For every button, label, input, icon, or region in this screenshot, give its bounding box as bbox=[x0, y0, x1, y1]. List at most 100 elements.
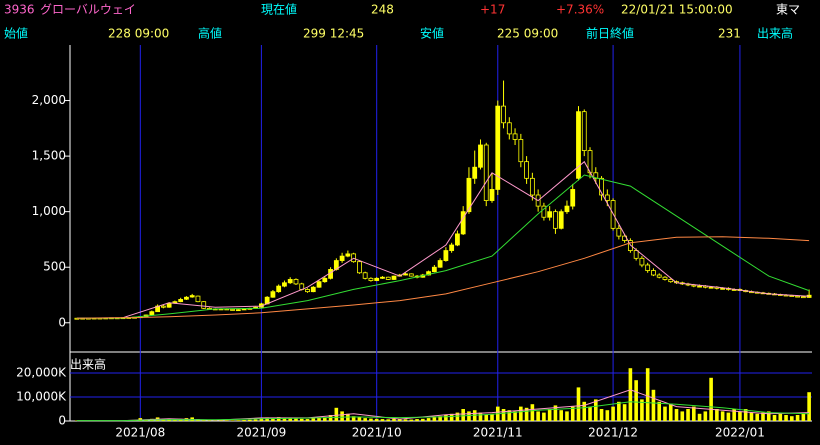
candle-body bbox=[270, 291, 276, 298]
volume-bar bbox=[559, 410, 563, 421]
volume-bar bbox=[392, 418, 396, 421]
volume-bar bbox=[403, 419, 408, 421]
label: 高値 bbox=[198, 26, 222, 41]
candle-body bbox=[149, 311, 155, 316]
volume-bar bbox=[311, 418, 316, 421]
candle-body bbox=[645, 264, 651, 271]
volume-bar bbox=[397, 419, 402, 421]
volume-bar bbox=[542, 412, 546, 421]
volume-bar bbox=[224, 420, 229, 421]
candle-body bbox=[599, 177, 604, 196]
y-tick-label: 20,000K bbox=[16, 366, 67, 380]
volume-bar bbox=[219, 420, 223, 421]
volume-bar bbox=[380, 419, 385, 421]
candle-body bbox=[403, 273, 408, 276]
value: 299 12:45 bbox=[303, 27, 364, 41]
candle-body bbox=[362, 272, 368, 279]
candle-body bbox=[547, 211, 553, 218]
candle-body bbox=[529, 177, 535, 196]
candle-body bbox=[322, 277, 328, 283]
volume-bar bbox=[259, 418, 264, 421]
y-tick-label: 0 bbox=[58, 414, 66, 428]
volume-bar bbox=[547, 409, 552, 421]
volume-bar bbox=[455, 412, 460, 421]
moving-average bbox=[76, 160, 810, 319]
candle-body bbox=[576, 111, 581, 179]
volume-bar bbox=[749, 412, 754, 421]
volume-bar bbox=[755, 413, 760, 421]
volume-bar bbox=[478, 412, 483, 421]
candle-body bbox=[512, 133, 518, 140]
volume-bar bbox=[501, 409, 506, 421]
volume-bar bbox=[703, 411, 708, 421]
volume-bar bbox=[294, 418, 298, 421]
candle-body bbox=[489, 189, 495, 201]
volume-bar bbox=[438, 416, 442, 421]
volume-bar bbox=[328, 415, 333, 421]
y-tick-label: 1,000 bbox=[32, 204, 66, 218]
volume-bar bbox=[363, 418, 367, 421]
candle-body bbox=[166, 302, 172, 308]
candle-body bbox=[380, 276, 385, 279]
label: 安値 bbox=[420, 26, 444, 41]
candle-body bbox=[391, 275, 397, 280]
candle-body bbox=[524, 161, 530, 179]
candle-body bbox=[408, 273, 414, 277]
volume-bar bbox=[173, 419, 177, 421]
candle-body bbox=[633, 250, 639, 259]
volume-bar bbox=[628, 368, 633, 421]
volume-bar bbox=[484, 415, 489, 421]
y-tick-label: 0 bbox=[58, 315, 66, 329]
candle-body bbox=[593, 172, 599, 179]
volume-bar bbox=[507, 410, 512, 421]
volume-bar bbox=[766, 411, 771, 421]
volume-bar bbox=[530, 404, 535, 421]
candle-body bbox=[305, 289, 310, 293]
volume-bar bbox=[415, 419, 419, 421]
volume-bar bbox=[432, 417, 437, 421]
candle-body bbox=[720, 287, 726, 290]
volume-bar bbox=[686, 409, 690, 421]
volume-bar bbox=[461, 409, 465, 421]
candle-body bbox=[495, 105, 501, 190]
volume-bar bbox=[674, 409, 679, 421]
volume-bar bbox=[761, 412, 765, 421]
volume-bar bbox=[449, 413, 454, 421]
volume-bar bbox=[323, 417, 327, 421]
volume-bar bbox=[617, 401, 621, 421]
candle-body bbox=[460, 211, 466, 235]
y-tick-label: 2,000 bbox=[32, 93, 66, 107]
candle-body bbox=[604, 194, 610, 201]
volume-bar bbox=[697, 413, 702, 421]
candle-body bbox=[339, 255, 345, 261]
candle-body bbox=[501, 105, 506, 124]
y-tick-label: 10,000K bbox=[16, 390, 67, 404]
volume-bar bbox=[605, 410, 610, 421]
volume-bar bbox=[593, 399, 598, 421]
candle-body bbox=[356, 261, 362, 274]
volume-bar bbox=[778, 413, 783, 421]
volume-bar bbox=[732, 409, 736, 421]
volume-bar bbox=[784, 415, 788, 421]
candle-body bbox=[235, 309, 241, 312]
pane-title: 出来高 bbox=[70, 357, 106, 372]
volume-bar bbox=[524, 407, 529, 421]
volume-bar bbox=[582, 401, 587, 421]
volume-bar bbox=[276, 417, 281, 421]
volume-bar bbox=[340, 411, 344, 421]
candle-body bbox=[478, 144, 483, 168]
volume-bar bbox=[242, 420, 246, 421]
volume-bar bbox=[369, 418, 373, 421]
volume-bar bbox=[490, 413, 494, 421]
volume-bar bbox=[248, 419, 252, 421]
candle-body bbox=[160, 305, 166, 308]
volume-bar bbox=[801, 413, 806, 421]
value: 248 bbox=[371, 3, 394, 17]
code: 3936 bbox=[4, 3, 35, 17]
label: 始値 bbox=[4, 26, 28, 41]
volume-bar bbox=[519, 406, 523, 421]
candle-body bbox=[553, 211, 558, 229]
name: グローバルウェイ bbox=[40, 3, 136, 17]
volume-bar bbox=[230, 420, 235, 421]
